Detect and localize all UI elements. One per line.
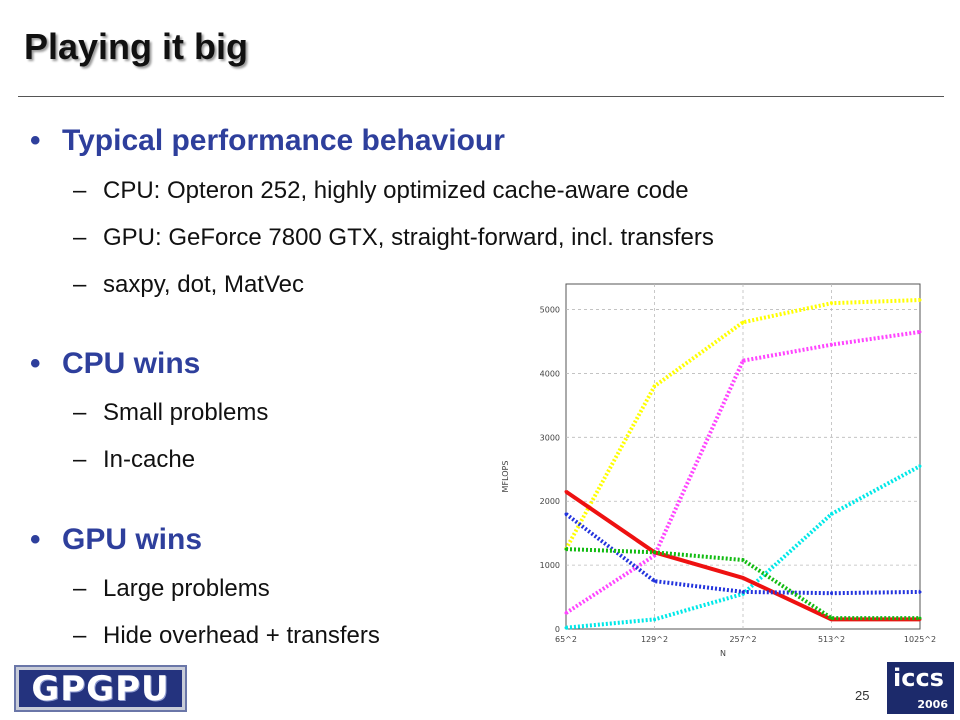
series-point-1	[741, 320, 745, 324]
dash-glyph: –	[73, 622, 87, 649]
series-point-2	[741, 359, 745, 363]
sub-item-large-problems: – Large problems	[73, 575, 270, 603]
bullet-label: GPU wins	[62, 523, 203, 556]
sub-item-small-problems: – Small problems	[73, 399, 268, 427]
dash-glyph: –	[73, 399, 87, 426]
series-point-6	[564, 547, 568, 551]
x-tick-label: 513^2	[818, 635, 845, 644]
x-tick-label: 129^2	[641, 635, 668, 644]
sub-item-label: Large problems	[103, 575, 270, 602]
title-divider	[18, 96, 944, 97]
series-point-3	[653, 617, 656, 621]
series-point-5	[564, 512, 568, 516]
plot-frame	[565, 283, 921, 630]
gpgpu-logo: GPGPU	[14, 665, 187, 712]
x-tick-label: 1025^2	[904, 635, 936, 644]
dash-glyph: –	[73, 446, 87, 473]
y-tick-label: 3000	[540, 433, 560, 442]
sub-item-label: Hide overhead + transfers	[103, 622, 380, 649]
iccs-logo: iccs 2006	[887, 662, 954, 714]
y-tick-label: 4000	[540, 369, 560, 378]
series-point-4	[741, 576, 745, 580]
series-point-1	[918, 298, 922, 302]
y-tick-label: 1000	[540, 561, 560, 570]
iccs-logo-text: iccs	[893, 664, 944, 692]
series-point-5	[653, 579, 656, 583]
series-point-6	[653, 550, 656, 554]
sub-item-gpu: – GPU: GeForce 7800 GTX, straight-forward…	[73, 224, 714, 252]
gpgpu-logo-text: GPGPU	[31, 668, 170, 709]
performance-chart: 0 1000 2000 3000 4000 5000 65^2 129^2 257^2 513^2…	[501, 283, 936, 658]
series-point-2	[564, 611, 568, 615]
series-point-1	[653, 384, 656, 388]
sub-item-label: saxpy, dot, MatVec	[103, 271, 304, 298]
sub-item-label: GPU: GeForce 7800 GTX, straight-forward,…	[103, 224, 714, 251]
sub-item-kernels: – saxpy, dot, MatVec	[73, 271, 304, 299]
sub-item-cpu: – CPU: Opteron 252, highly optimized cach…	[73, 177, 689, 205]
x-tick-label: 65^2	[555, 635, 577, 644]
x-tick-label: 257^2	[729, 635, 756, 644]
sub-item-in-cache: – In-cache	[73, 446, 195, 474]
sub-item-label: In-cache	[103, 446, 196, 473]
series-point-2	[918, 330, 922, 334]
series-point-5	[830, 591, 833, 595]
sub-item-label: CPU: Opteron 252, highly optimized cache…	[103, 177, 689, 204]
bullet-glyph: •	[30, 523, 41, 556]
series-point-4	[564, 490, 568, 494]
iccs-logo-year: 2006	[917, 698, 948, 711]
bullet-glyph: •	[30, 124, 41, 157]
bullet-label: Typical performance behaviour	[62, 124, 505, 157]
dash-glyph: –	[73, 177, 87, 204]
bullet-cpu-wins: • CPU wins	[30, 347, 200, 381]
y-tick-label: 0	[555, 625, 560, 634]
sub-item-hide-overhead: – Hide overhead + transfers	[73, 622, 380, 650]
series-point-6	[918, 616, 922, 620]
series-point-2	[653, 554, 656, 558]
y-tick-label: 5000	[540, 306, 560, 315]
series-point-1	[830, 301, 833, 305]
series-point-2	[830, 343, 833, 347]
bullet-gpu-wins: • GPU wins	[30, 523, 202, 557]
dash-glyph: –	[73, 271, 87, 298]
series-point-5	[741, 590, 745, 594]
page-number: 25	[855, 688, 870, 703]
bullet-glyph: •	[30, 347, 41, 380]
series-point-3	[918, 464, 922, 468]
series-point-6	[830, 616, 833, 620]
series-point-6	[741, 558, 745, 562]
series-point-3	[830, 512, 833, 516]
dash-glyph: –	[73, 224, 87, 251]
y-tick-label: 2000	[540, 497, 560, 506]
series-point-5	[918, 590, 922, 594]
slide-title: Playing it big	[24, 26, 249, 67]
bullet-label: CPU wins	[62, 347, 201, 380]
series-point-3	[564, 626, 568, 630]
y-axis-label: MFLOPS	[501, 461, 510, 493]
sub-item-label: Small problems	[103, 399, 269, 426]
x-axis-label: N	[720, 649, 726, 658]
bullet-typical-performance: • Typical performance behaviour	[30, 124, 505, 158]
dash-glyph: –	[73, 575, 87, 602]
